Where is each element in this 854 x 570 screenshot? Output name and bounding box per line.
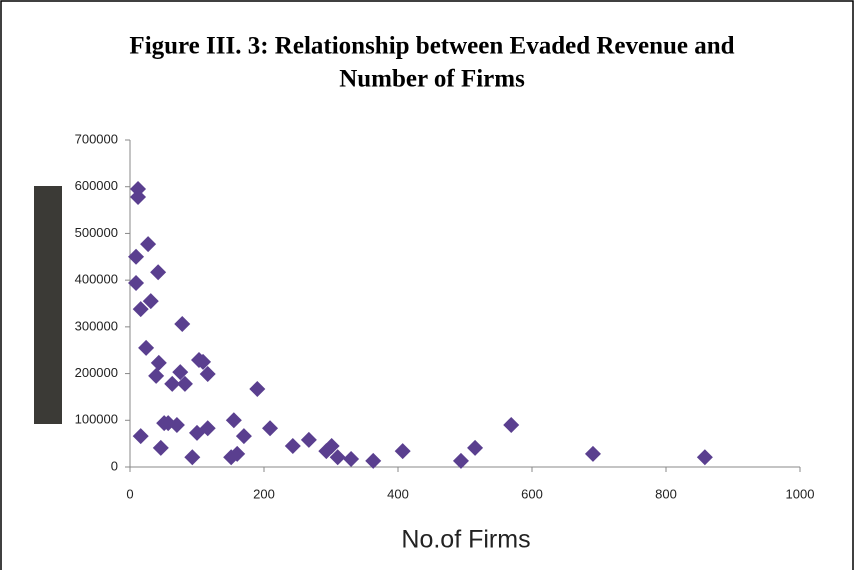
point: [318, 443, 335, 460]
point: [467, 439, 484, 456]
point: [329, 449, 346, 466]
point: [343, 451, 360, 468]
point: [189, 424, 205, 441]
point: [184, 449, 201, 466]
x-tick-label: 800: [655, 486, 677, 501]
x-tick-label: 600: [521, 486, 543, 501]
point: [142, 293, 159, 310]
point: [152, 439, 169, 456]
point: [150, 354, 167, 371]
point: [132, 301, 149, 318]
point: [138, 339, 155, 356]
point: [452, 452, 469, 469]
y-tick-label: 200000: [75, 365, 118, 380]
x-tick-label: 200: [253, 486, 275, 501]
point: [584, 445, 601, 462]
point: [174, 316, 191, 333]
point: [140, 236, 157, 253]
x-tick-label: 0: [126, 486, 133, 501]
point: [249, 380, 266, 397]
x-tick-label: 400: [387, 486, 409, 501]
point: [394, 443, 411, 460]
point: [199, 366, 216, 383]
x-tick-label: 1000: [786, 486, 815, 501]
point: [150, 264, 167, 281]
point: [262, 420, 279, 437]
y-tick-label: 500000: [75, 225, 118, 240]
y-tick-label: 300000: [75, 318, 118, 333]
y-tick-label: 700000: [75, 131, 118, 146]
point: [503, 416, 520, 433]
point: [172, 364, 189, 381]
point: [225, 412, 242, 429]
point: [176, 375, 193, 392]
point: [168, 416, 185, 433]
point: [130, 188, 147, 205]
y-tick-label: 100000: [75, 412, 118, 427]
y-tick-label: 600000: [75, 178, 118, 193]
y-tick-label: 0: [111, 458, 118, 473]
chart-title-line: Number of Firms: [339, 66, 525, 93]
point: [284, 437, 301, 454]
chart-title-line: Figure III. 3: Relationship between Evad…: [129, 33, 734, 60]
point: [128, 248, 145, 265]
point: [132, 428, 149, 445]
redacted-y-label: [34, 186, 62, 424]
point: [128, 274, 145, 291]
point: [365, 452, 382, 469]
point: [696, 449, 713, 466]
x-axis-label: No.of Firms: [401, 526, 530, 554]
point: [164, 375, 181, 392]
point: [235, 428, 252, 445]
point: [148, 367, 165, 384]
point: [223, 449, 240, 466]
y-tick-label: 400000: [75, 272, 118, 287]
point: [195, 353, 212, 370]
point: [300, 431, 317, 448]
